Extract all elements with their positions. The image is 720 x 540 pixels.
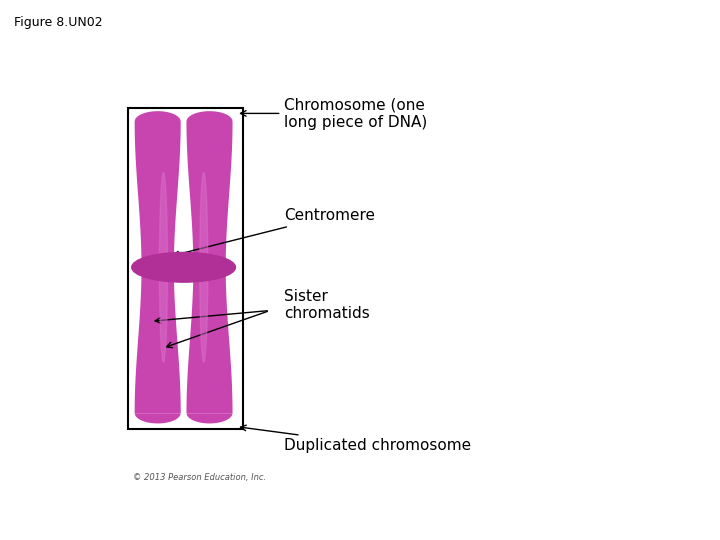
Text: Centromere: Centromere [174, 208, 375, 257]
Text: Chromosome (one
long piece of DNA): Chromosome (one long piece of DNA) [240, 97, 428, 130]
Text: Duplicated chromosome: Duplicated chromosome [240, 425, 472, 453]
Ellipse shape [199, 172, 208, 362]
Text: Sister
chromatids: Sister chromatids [284, 289, 370, 321]
Ellipse shape [132, 252, 235, 282]
Bar [128, 108, 243, 429]
Ellipse shape [159, 172, 168, 362]
PathPatch shape [186, 111, 233, 423]
Text: Figure 8.UN02: Figure 8.UN02 [14, 16, 103, 29]
Text: © 2013 Pearson Education, Inc.: © 2013 Pearson Education, Inc. [133, 474, 266, 482]
PathPatch shape [135, 111, 181, 423]
